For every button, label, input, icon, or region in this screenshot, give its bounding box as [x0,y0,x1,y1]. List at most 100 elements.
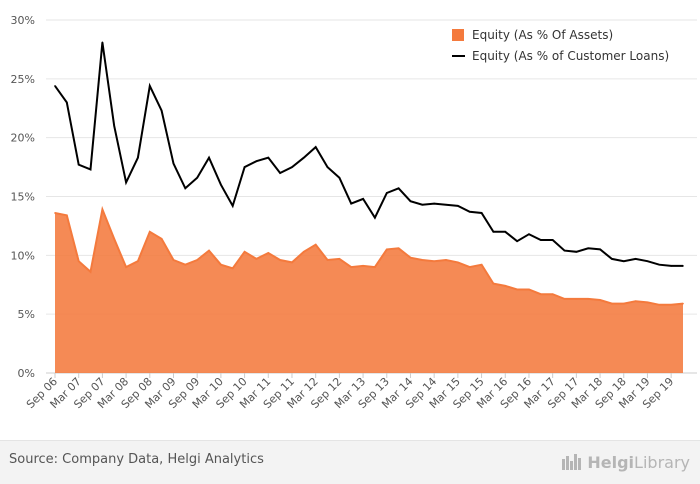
series-line-equity-assets [54,205,684,306]
data-point [125,181,127,184]
logo-text-prefix: Helgi [587,452,635,472]
data-point [480,263,483,266]
data-point [622,260,625,263]
data-point [457,261,459,264]
data-point [350,266,353,268]
legend-label-equity-assets: Equity (As % Of Assets) [472,28,613,42]
source-text: Source: Company Data, Helgi Analytics [9,452,264,467]
data-point [77,260,80,263]
data-point [160,109,163,112]
data-point [504,231,507,233]
data-point [385,248,388,251]
data-point [457,205,459,207]
data-point [243,251,246,253]
data-point [243,166,246,168]
library-icon [562,454,582,470]
data-point [658,303,661,306]
data-point [89,168,92,171]
data-point [551,293,554,295]
data-point [113,125,116,127]
data-point [231,267,234,270]
data-point [516,240,518,243]
data-point [587,247,590,250]
data-point [433,202,435,205]
data-point [338,258,341,260]
data-point [54,85,56,87]
data-point [303,251,305,253]
data-point [184,263,187,266]
data-point [350,202,353,205]
legend-swatch-equity-assets [452,29,464,41]
data-point [77,163,80,166]
data-point [397,187,400,190]
data-point [563,249,566,252]
data-point [148,231,151,233]
data-point [468,210,471,213]
data-point [374,216,376,219]
data-point [374,266,376,268]
data-point [682,302,684,305]
data-point [540,293,542,295]
data-point [54,212,56,214]
data-point [267,156,270,159]
plot-area [54,41,684,373]
series-line-equity-loans [54,42,683,267]
data-point [220,263,222,266]
y-tick-label: 30% [11,14,35,27]
data-point [326,166,329,168]
data-point [516,288,518,291]
data-point [646,260,649,263]
data-point [646,301,649,304]
data-point [575,298,578,300]
legend: Equity (As % Of Assets) Equity (As % of C… [452,28,669,63]
data-point [611,258,613,260]
y-tick-label: 0% [18,367,35,380]
data-point [184,187,187,190]
data-point [362,265,364,267]
data-point [220,183,222,186]
data-point [137,260,139,263]
data-point [196,259,198,261]
data-point [563,298,566,300]
data-point [634,258,637,260]
legend-label-equity-loans: Equity (As % of Customer Loans) [472,49,669,63]
data-point [314,146,317,148]
logo-text-suffix: Library [634,452,690,472]
data-point [279,172,281,174]
data-point [528,288,530,291]
data-point [492,282,495,285]
data-point [279,259,281,261]
y-tick-label: 25% [11,73,35,86]
data-point [397,247,400,250]
data-point [291,261,293,264]
data-point [196,176,198,179]
data-point [291,166,293,168]
y-tick-label: 10% [11,249,35,262]
data-point [113,238,116,240]
data-point [255,160,258,162]
data-point [255,258,258,260]
series-area-equity-assets [55,209,683,373]
data-point [528,233,530,235]
data-point [468,266,471,268]
data-point [66,214,68,217]
data-point [634,300,637,303]
data-point [267,252,270,254]
data-point [326,259,329,261]
data-point [101,208,104,211]
data-point [66,101,68,104]
data-point [101,41,104,44]
data-point [409,200,412,203]
data-point [492,231,495,233]
data-point [599,299,601,301]
y-tick-label: 5% [18,308,35,321]
data-point [587,298,590,300]
helgi-library-logo: Helgi Library [561,450,690,474]
data-point [303,156,305,159]
data-point [125,266,127,268]
data-point [385,192,388,194]
data-point [622,302,625,305]
data-point [445,259,447,261]
data-point [504,285,507,287]
